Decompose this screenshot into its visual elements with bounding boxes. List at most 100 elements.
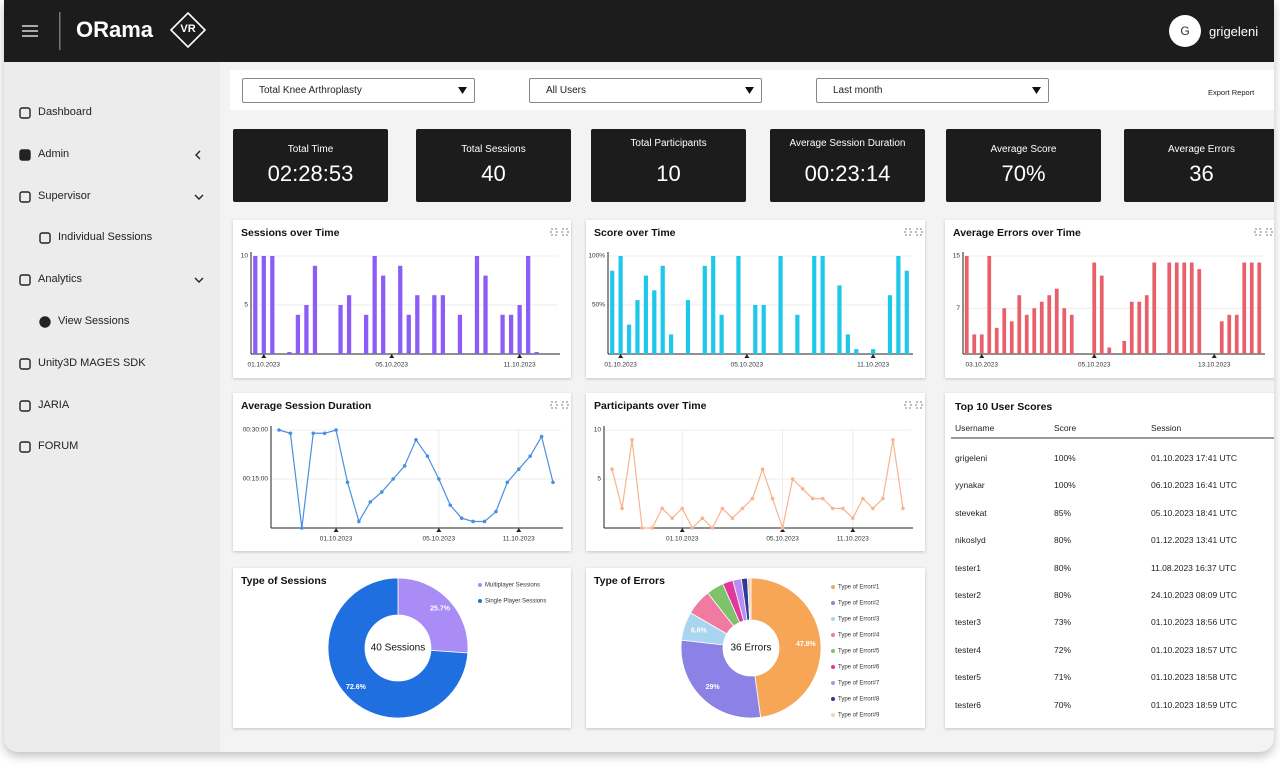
filter-dropdown[interactable]: Last month — [816, 78, 1049, 103]
legend-label[interactable]: Single Player Sessions — [485, 599, 546, 605]
bar — [643, 275, 648, 354]
bar — [432, 295, 437, 354]
filter-text[interactable]: Total Knee Arthroplasty — [259, 85, 362, 96]
nav-item[interactable]: Supervisor — [38, 190, 91, 202]
x-tick-marker — [389, 354, 395, 358]
legend-swatch[interactable] — [831, 617, 835, 621]
table-cell: tester6 — [955, 699, 981, 710]
x-tick-label: 05.10.2023 — [766, 536, 799, 543]
bar — [652, 290, 657, 354]
nav-icon — [19, 107, 31, 119]
nav-item[interactable]: Unity3D MAGES SDK — [38, 357, 146, 369]
legend-label[interactable]: Type of Error#2 — [838, 601, 880, 607]
nav-icon-shape — [19, 107, 31, 119]
chart-card: Sessions over Time 5 10 01.10.2023 05.10.202… — [233, 220, 571, 378]
x-tick-marker — [618, 354, 624, 358]
card-icon[interactable] — [915, 228, 923, 236]
filter-text[interactable]: Last month — [833, 85, 883, 96]
chevron-shape — [194, 277, 204, 283]
table-cell: 11.08.2023 16:37 UTC — [1151, 562, 1237, 573]
legend-swatch[interactable] — [831, 681, 835, 685]
x-tick-marker — [780, 528, 786, 532]
kpi-card: Total Time 02:28:53 — [233, 129, 388, 202]
filter-dropdown[interactable]: All Users — [529, 78, 762, 103]
x-tick-marker — [679, 528, 685, 532]
card-icon[interactable] — [561, 401, 569, 409]
point — [871, 506, 875, 511]
nav-icon — [19, 274, 31, 286]
legend-label[interactable]: Type of Error#9 — [838, 713, 880, 719]
filter-text[interactable]: All Users — [546, 85, 587, 96]
pie-slice — [750, 577, 822, 718]
kpi-card: Average Session Duration 00:23:14 — [770, 129, 925, 202]
legend-swatch[interactable] — [478, 599, 482, 603]
table-cell: 24.10.2023 08:09 UTC — [1151, 590, 1238, 600]
nav-item[interactable]: Admin — [38, 148, 70, 160]
nav-item[interactable]: Analytics — [38, 273, 83, 285]
avatar[interactable]: G — [1169, 15, 1201, 47]
table-cell: 05.10.2023 18:41 UTC — [1151, 507, 1238, 518]
card-icon[interactable] — [561, 228, 569, 236]
legend-label[interactable]: Type of Error#3 — [838, 617, 880, 623]
logo[interactable]: ORama — [76, 17, 154, 42]
bar — [1069, 314, 1074, 354]
chevron-shape — [195, 150, 201, 160]
app: ORama VR G grigeleni Dashboard Admin Super… — [4, 0, 1274, 752]
point — [710, 526, 715, 530]
legend-label[interactable]: Type of Error#7 — [838, 681, 880, 687]
bar — [795, 314, 800, 354]
legend-swatch[interactable] — [831, 633, 835, 637]
nav-item[interactable]: View Sessions — [58, 315, 130, 327]
point — [368, 500, 373, 504]
legend-swatch[interactable] — [831, 665, 835, 669]
chart-svg: 7 15 03.10.2023 05.10.2023 13.10.2023 — [953, 228, 1273, 369]
legend-swatch[interactable] — [831, 649, 835, 653]
bar — [1174, 262, 1179, 354]
bar — [979, 334, 984, 354]
bar — [987, 256, 992, 354]
legend-swatch[interactable] — [831, 585, 835, 589]
card-icon[interactable] — [550, 228, 558, 236]
nav-item[interactable]: JARIA — [38, 399, 70, 411]
card-icon[interactable] — [550, 401, 558, 409]
table-rule — [951, 437, 1274, 439]
legend-label[interactable]: Type of Error#8 — [838, 697, 880, 703]
filter-dropdown[interactable]: Total Knee Arthroplasty — [242, 78, 475, 103]
bar — [372, 256, 377, 354]
nav-icon-shape — [39, 316, 51, 328]
x-tick-label: 11.10.2023 — [503, 536, 535, 543]
legend-swatch[interactable] — [831, 697, 835, 701]
legend-label[interactable]: Multiplayer Sessions — [485, 583, 540, 589]
card-icon[interactable] — [1265, 228, 1273, 236]
legend-swatch[interactable] — [478, 583, 482, 587]
point — [482, 519, 487, 524]
bar — [1039, 301, 1044, 354]
bar — [871, 349, 876, 354]
bar — [618, 256, 623, 354]
card-icon[interactable] — [904, 401, 912, 409]
legend-label[interactable]: Type of Error#4 — [838, 633, 880, 639]
legend-label[interactable]: Type of Error#1 — [838, 585, 880, 591]
chart-title: Average Errors over Time — [953, 227, 1081, 239]
nav-item[interactable]: FORUM — [38, 440, 79, 452]
legend-swatch[interactable] — [831, 713, 835, 717]
x-tick-marker — [744, 354, 750, 358]
card-icon[interactable] — [915, 401, 923, 409]
nav-icon-shape — [19, 441, 31, 453]
x-tick-marker — [1091, 354, 1097, 358]
legend-label[interactable]: Type of Error#6 — [838, 665, 880, 671]
kpi-value: 36 — [1189, 161, 1214, 186]
user-name[interactable]: grigeleni — [1209, 24, 1259, 39]
legend-swatch[interactable] — [831, 601, 835, 605]
card-icon[interactable] — [1254, 228, 1262, 236]
menu-icon[interactable] — [4, 0, 64, 62]
export-button[interactable]: Export Report — [1208, 88, 1255, 97]
card-icon[interactable] — [904, 228, 912, 236]
point — [780, 526, 785, 530]
table-cell: 80% — [1054, 535, 1072, 546]
nav-item[interactable]: Individual Sessions — [58, 231, 153, 243]
chart-card: Top 10 User Scores Username Score Session gr… — [945, 393, 1274, 728]
nav-icon — [19, 400, 31, 412]
legend-label[interactable]: Type of Error#5 — [838, 649, 880, 655]
nav-item[interactable]: Dashboard — [38, 106, 92, 118]
